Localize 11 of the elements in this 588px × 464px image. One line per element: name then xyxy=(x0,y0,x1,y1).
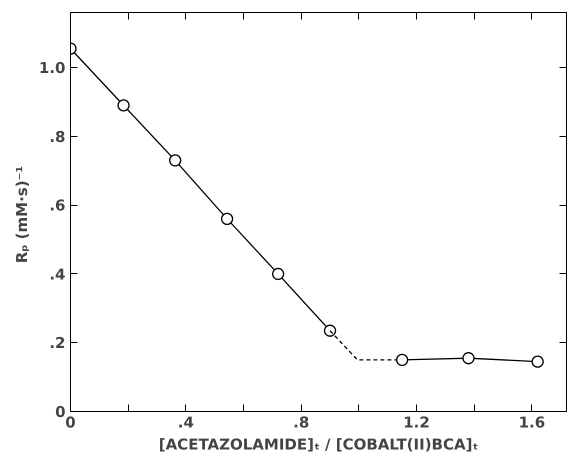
x-tick-label: .8 xyxy=(293,414,310,432)
y-tick-label: 1.0 xyxy=(38,59,66,78)
y-tick-label: .2 xyxy=(49,334,66,352)
x-tick-label: 1.6 xyxy=(518,414,546,432)
y-tick-label: .4 xyxy=(49,265,66,284)
y-tick-label: .8 xyxy=(49,128,66,146)
y-axis-title: Rₚ (mM·s)⁻¹ xyxy=(12,166,31,264)
x-tick-label: 1.2 xyxy=(403,414,430,432)
y-tick-label: .6 xyxy=(49,196,66,215)
x-axis-title: [ACETAZOLAMIDE]ₜ / [COBALT(II)BCA]ₜ xyxy=(158,436,478,454)
x-tick-label: .4 xyxy=(178,414,194,432)
